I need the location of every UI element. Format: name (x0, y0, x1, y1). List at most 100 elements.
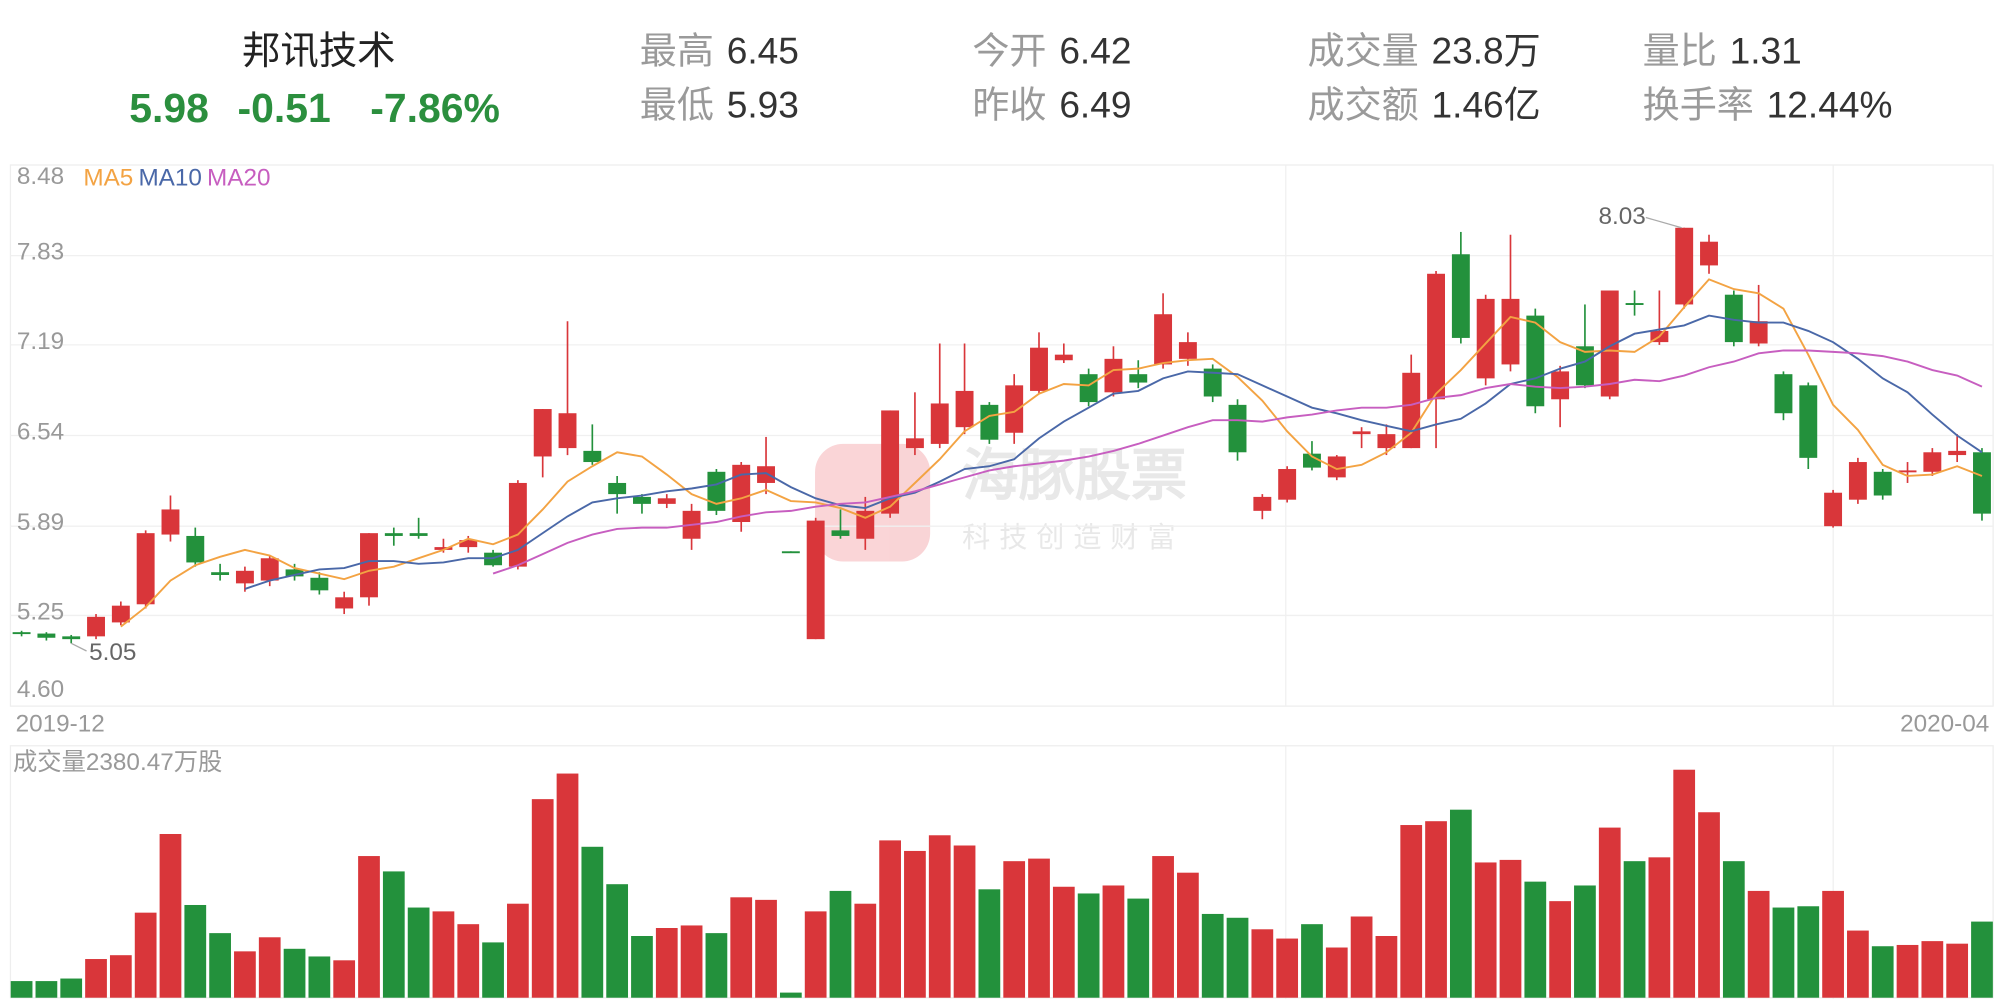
watermark: 海豚股票 科技创造财富 (815, 444, 1187, 562)
stat-label: 今开 (972, 30, 1046, 72)
volume-bar (730, 897, 753, 998)
volume-bar (1499, 859, 1522, 998)
volume-bar (1971, 921, 1993, 998)
stat-value: 1.46亿 (1432, 83, 1541, 125)
volume-bar (60, 978, 83, 998)
volume-bar (184, 904, 207, 998)
volume-bar (1375, 936, 1398, 998)
candle-body (1774, 374, 1793, 414)
volume-bar (507, 903, 529, 998)
volume-bar (258, 937, 281, 998)
candle-body (1327, 456, 1346, 478)
y-tick-label: 8.48 (17, 163, 64, 190)
y-tick-label: 6.54 (17, 418, 64, 445)
candle-body (211, 572, 230, 575)
candle-body (1104, 358, 1123, 393)
annotation-line (1645, 216, 1682, 229)
candle-body (558, 413, 577, 449)
volume-bar (655, 928, 678, 998)
candle-body (1501, 298, 1520, 365)
volume-frame (9, 745, 1994, 999)
volume-bar (755, 899, 777, 998)
volume-bar (1772, 907, 1795, 998)
volume-bar (953, 845, 976, 998)
candle-body (1551, 371, 1570, 400)
volume-bar (1226, 917, 1249, 998)
stat-label: 量比 (1643, 30, 1717, 72)
candle-body (1054, 354, 1073, 361)
volume-bar (1474, 862, 1497, 998)
candle-body (1228, 404, 1247, 453)
y-tick-label: 7.83 (17, 239, 64, 266)
candle-body (1799, 385, 1818, 458)
candle-body (260, 558, 279, 581)
candle-body (62, 636, 81, 640)
volume-bar (928, 835, 951, 998)
candle-body (1129, 374, 1148, 383)
stat: 最低 5.93 (640, 83, 799, 125)
volume-bar (1896, 944, 1919, 998)
volume-bar (829, 890, 852, 998)
candle-body (310, 577, 329, 591)
volume-bar (1177, 872, 1199, 998)
candle-body (1005, 385, 1024, 433)
ma-line (120, 278, 1983, 628)
volume-bar (407, 907, 430, 998)
volume-bar (978, 889, 1001, 998)
candle-body (1848, 462, 1867, 500)
volume-bar (1276, 938, 1299, 998)
volume-bar (1549, 901, 1571, 998)
volume-bar (1598, 827, 1621, 998)
candle-body (1526, 315, 1545, 407)
candle-body (856, 510, 875, 539)
volume-bar (333, 960, 356, 998)
candle-body (1303, 453, 1321, 468)
volume-bar (1127, 898, 1150, 998)
candle-body (1253, 496, 1272, 511)
volume-bar (854, 903, 877, 998)
candle-body (1973, 452, 1991, 514)
volume-bar (1251, 929, 1274, 998)
stat-label: 昨收 (972, 83, 1046, 125)
volume-bar (35, 981, 58, 998)
volume-bar (804, 911, 827, 998)
stat-label: 最低 (640, 83, 714, 125)
watermark-subtitle: 科技创造财富 (962, 522, 1184, 553)
stat: 量比 1.31 (1643, 30, 1802, 72)
stat: 昨收 6.49 (972, 83, 1131, 125)
volume-bar (1722, 861, 1745, 998)
volume-bar (1400, 825, 1423, 998)
candle-body (1377, 434, 1396, 449)
y-tick-label: 7.19 (17, 328, 64, 355)
stat-value: 12.44% (1767, 83, 1893, 125)
volume-bar (1673, 769, 1696, 998)
candle-body (930, 403, 949, 444)
price: 5.98 (129, 85, 209, 131)
candle-body (136, 533, 155, 605)
stat-value: 6.45 (727, 30, 799, 72)
stat: 成交额 1.46亿 (1307, 83, 1540, 125)
volume-bar (556, 773, 579, 998)
candle-body (1948, 450, 1967, 456)
stat: 成交量 23.8万 (1307, 30, 1540, 72)
candle-body (980, 404, 999, 440)
volume-bar (606, 884, 629, 998)
candle-body (1451, 254, 1470, 338)
candle-body (1030, 347, 1048, 391)
candle-body (335, 597, 354, 609)
volume-bar (1052, 886, 1075, 998)
candle-body (1675, 227, 1694, 305)
volume-bar (457, 924, 480, 998)
x-tick-label: 2019-12 (16, 711, 105, 738)
volume-bar (1946, 943, 1969, 998)
volume-bar (531, 799, 554, 998)
y-tick-label: 5.89 (17, 509, 64, 536)
volume-bar (134, 912, 157, 998)
stat-value: 6.49 (1059, 83, 1131, 125)
candle-body (781, 551, 800, 554)
stat-value: 6.42 (1059, 30, 1131, 72)
x-tick-label: 2020-04 (1900, 711, 1989, 738)
